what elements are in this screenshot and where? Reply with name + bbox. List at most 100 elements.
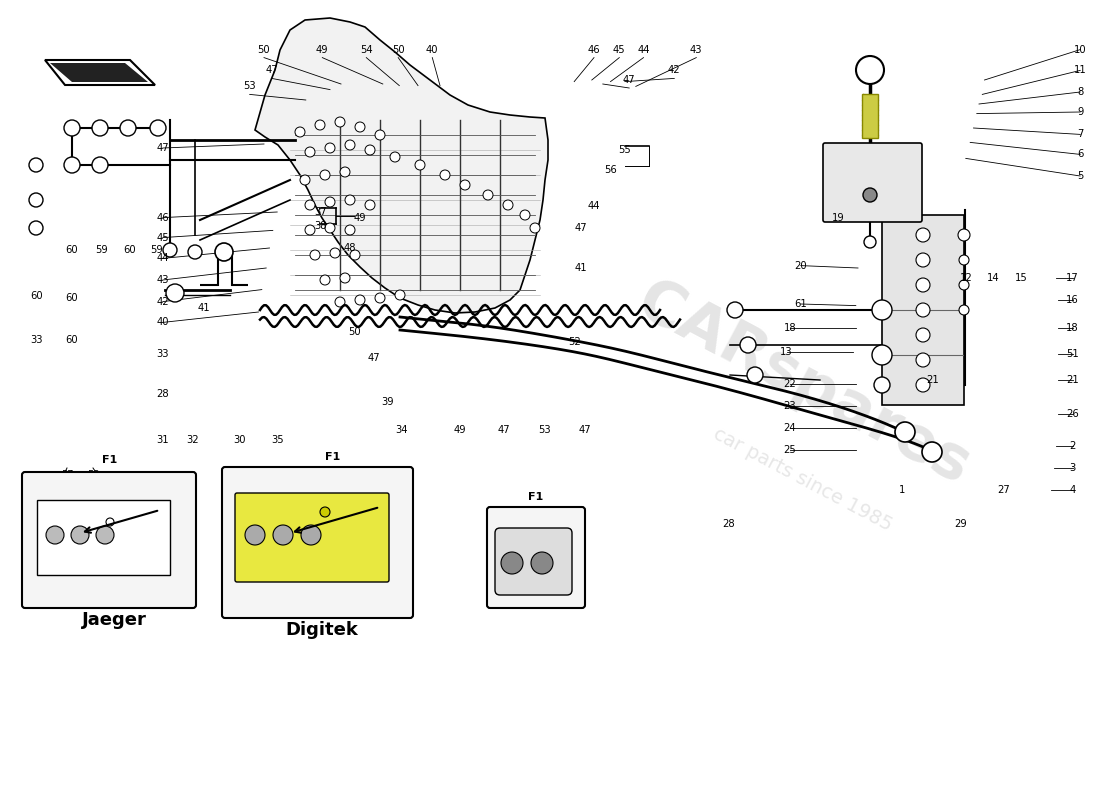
Text: 43: 43: [156, 275, 169, 285]
Text: 16: 16: [1066, 295, 1079, 305]
Circle shape: [365, 145, 375, 155]
Text: 28: 28: [722, 519, 735, 529]
Text: 15: 15: [1014, 274, 1027, 283]
Circle shape: [305, 225, 315, 235]
Text: 35: 35: [271, 435, 284, 445]
Text: 42: 42: [156, 297, 169, 306]
Text: 49: 49: [316, 45, 329, 54]
Text: 40: 40: [426, 45, 439, 54]
Text: 33: 33: [30, 335, 43, 345]
Text: 49: 49: [353, 214, 366, 223]
Text: 56: 56: [604, 165, 617, 174]
Text: 33: 33: [156, 350, 169, 359]
Circle shape: [440, 170, 450, 180]
Circle shape: [330, 248, 340, 258]
Text: 44: 44: [637, 45, 650, 54]
Text: 54: 54: [360, 45, 373, 54]
Text: 6: 6: [1077, 150, 1084, 159]
Text: 17: 17: [1066, 274, 1079, 283]
Text: 61: 61: [794, 299, 807, 309]
FancyBboxPatch shape: [495, 528, 572, 595]
Circle shape: [305, 147, 315, 157]
Text: 18: 18: [783, 323, 796, 333]
Circle shape: [916, 228, 930, 242]
Circle shape: [350, 250, 360, 260]
Circle shape: [301, 525, 321, 545]
Text: 60: 60: [65, 293, 78, 302]
Text: 60: 60: [65, 245, 78, 254]
Text: 11: 11: [1074, 66, 1087, 75]
Text: 26: 26: [1066, 409, 1079, 418]
Text: 12: 12: [959, 274, 972, 283]
Text: 37: 37: [314, 207, 327, 217]
Text: 45: 45: [156, 233, 169, 242]
Circle shape: [29, 193, 43, 207]
Text: 47: 47: [156, 143, 169, 153]
Text: 2: 2: [1069, 441, 1076, 450]
Circle shape: [72, 526, 89, 544]
FancyBboxPatch shape: [235, 493, 389, 582]
Text: 53: 53: [243, 82, 256, 91]
Text: 43: 43: [690, 45, 703, 54]
Text: 58: 58: [87, 470, 99, 480]
FancyBboxPatch shape: [22, 472, 196, 608]
Text: 23: 23: [783, 402, 796, 411]
Text: 47: 47: [579, 425, 592, 434]
Text: 60: 60: [30, 291, 43, 301]
Text: 31: 31: [156, 435, 169, 445]
Circle shape: [415, 160, 425, 170]
Circle shape: [324, 143, 336, 153]
Text: 46: 46: [156, 213, 169, 222]
Text: F1: F1: [326, 452, 341, 462]
Circle shape: [305, 200, 315, 210]
Circle shape: [163, 243, 177, 257]
Circle shape: [872, 345, 892, 365]
Text: 32: 32: [186, 435, 199, 445]
Text: 55: 55: [618, 146, 631, 155]
Text: 9: 9: [1077, 107, 1084, 117]
Circle shape: [874, 377, 890, 393]
Circle shape: [460, 180, 470, 190]
Text: 19: 19: [832, 213, 845, 222]
Text: 44: 44: [587, 202, 601, 211]
Circle shape: [245, 525, 265, 545]
Circle shape: [295, 127, 305, 137]
Circle shape: [395, 290, 405, 300]
Text: 44: 44: [156, 254, 169, 263]
Circle shape: [916, 353, 930, 367]
Text: 27: 27: [997, 486, 1010, 495]
Circle shape: [106, 518, 114, 526]
Polygon shape: [45, 60, 155, 85]
FancyBboxPatch shape: [37, 500, 170, 575]
Circle shape: [872, 300, 892, 320]
Circle shape: [92, 157, 108, 173]
Circle shape: [959, 255, 969, 265]
Text: 22: 22: [783, 379, 796, 389]
Text: 36: 36: [530, 514, 542, 524]
Circle shape: [922, 442, 942, 462]
Text: F1: F1: [102, 455, 118, 465]
Text: 1: 1: [899, 486, 905, 495]
Circle shape: [166, 284, 184, 302]
Text: 52: 52: [568, 338, 581, 347]
Text: Digitek: Digitek: [286, 621, 359, 639]
Circle shape: [150, 120, 166, 136]
Circle shape: [916, 303, 930, 317]
Circle shape: [300, 175, 310, 185]
Text: 58: 58: [307, 470, 319, 480]
Text: 3: 3: [1069, 463, 1076, 473]
Polygon shape: [50, 63, 148, 82]
Text: 7: 7: [1077, 130, 1084, 139]
Circle shape: [345, 225, 355, 235]
Circle shape: [273, 525, 293, 545]
Circle shape: [916, 278, 930, 292]
Circle shape: [310, 250, 320, 260]
Circle shape: [324, 197, 336, 207]
Circle shape: [64, 120, 80, 136]
Text: CARspares: CARspares: [627, 271, 979, 497]
Polygon shape: [255, 18, 548, 313]
Circle shape: [92, 120, 108, 136]
Circle shape: [336, 297, 345, 307]
Circle shape: [375, 130, 385, 140]
Text: 60: 60: [65, 335, 78, 345]
